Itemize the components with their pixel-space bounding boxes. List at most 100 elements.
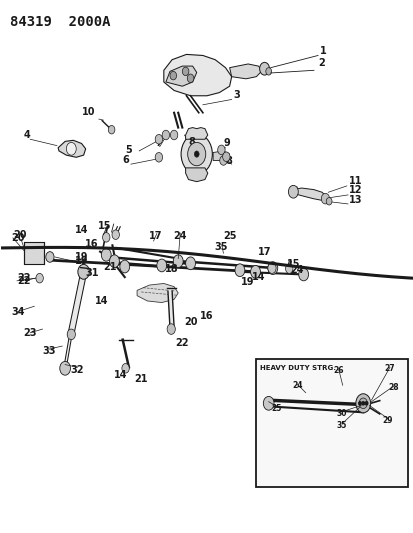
Text: 22: 22	[17, 273, 31, 283]
Text: 14: 14	[114, 370, 127, 380]
Text: 21: 21	[103, 262, 117, 271]
Circle shape	[194, 151, 199, 157]
Text: 8: 8	[188, 136, 195, 147]
Polygon shape	[185, 127, 207, 139]
Polygon shape	[164, 54, 231, 96]
Polygon shape	[58, 140, 85, 157]
Text: 26: 26	[332, 367, 343, 375]
Circle shape	[263, 397, 273, 410]
Circle shape	[285, 264, 292, 273]
Circle shape	[185, 257, 195, 270]
Text: 20: 20	[183, 317, 197, 327]
Circle shape	[67, 329, 75, 340]
Circle shape	[259, 62, 269, 75]
Text: 15: 15	[97, 221, 111, 231]
Text: 20: 20	[11, 233, 24, 244]
Circle shape	[235, 264, 244, 277]
Circle shape	[217, 145, 225, 155]
Circle shape	[267, 262, 277, 274]
Text: 12: 12	[348, 185, 361, 195]
Circle shape	[101, 248, 111, 261]
Text: 10: 10	[81, 107, 95, 117]
Text: 19: 19	[241, 277, 254, 287]
Text: 24: 24	[173, 231, 187, 241]
Circle shape	[267, 263, 275, 273]
Text: 15: 15	[286, 259, 299, 269]
Bar	[256, 359, 408, 487]
Circle shape	[180, 134, 212, 174]
Circle shape	[109, 255, 119, 268]
Text: 17: 17	[257, 247, 271, 257]
Text: 35: 35	[214, 243, 228, 253]
Polygon shape	[293, 188, 325, 200]
Text: 18: 18	[165, 264, 178, 273]
Circle shape	[358, 398, 366, 409]
Text: 2: 2	[317, 58, 324, 68]
Circle shape	[59, 361, 70, 375]
Text: HEAVY DUTY STRG.: HEAVY DUTY STRG.	[260, 365, 336, 370]
Text: 3: 3	[233, 90, 240, 100]
Text: 7: 7	[155, 138, 162, 148]
Bar	[24, 241, 44, 264]
Text: 22: 22	[175, 338, 189, 349]
Circle shape	[173, 255, 183, 268]
Circle shape	[170, 71, 176, 80]
Circle shape	[66, 142, 76, 155]
Text: 20: 20	[13, 230, 26, 240]
Circle shape	[119, 260, 129, 273]
Circle shape	[358, 402, 360, 405]
Circle shape	[250, 265, 260, 278]
Circle shape	[167, 324, 175, 334]
Circle shape	[361, 402, 363, 405]
Circle shape	[265, 68, 271, 75]
Circle shape	[157, 259, 166, 272]
Polygon shape	[229, 64, 262, 79]
Text: 1: 1	[319, 46, 326, 56]
Text: 11: 11	[348, 176, 361, 187]
Text: 25: 25	[222, 231, 236, 241]
Circle shape	[36, 273, 43, 283]
Circle shape	[112, 230, 119, 239]
Circle shape	[320, 193, 329, 204]
Circle shape	[187, 142, 205, 166]
Text: 13: 13	[348, 195, 361, 205]
Text: 14: 14	[75, 225, 88, 236]
Circle shape	[187, 74, 193, 83]
Circle shape	[219, 156, 227, 165]
Circle shape	[170, 130, 177, 140]
Polygon shape	[213, 151, 229, 160]
Text: 14: 14	[95, 296, 109, 306]
Circle shape	[325, 198, 331, 205]
Text: 84319  2000A: 84319 2000A	[9, 14, 110, 29]
Circle shape	[298, 268, 308, 281]
Text: 16: 16	[85, 239, 98, 249]
Circle shape	[102, 232, 110, 242]
Text: 17: 17	[149, 231, 162, 241]
Text: 32: 32	[71, 365, 84, 375]
Text: 24: 24	[292, 381, 302, 390]
Text: 33: 33	[42, 346, 55, 357]
Text: 25: 25	[271, 403, 281, 413]
Text: 9: 9	[223, 138, 230, 148]
Text: 27: 27	[384, 365, 394, 373]
Circle shape	[46, 252, 54, 262]
Text: 4: 4	[24, 130, 31, 140]
Text: 21: 21	[134, 374, 147, 384]
Circle shape	[182, 67, 188, 76]
Text: 28: 28	[388, 383, 399, 392]
Text: 19: 19	[75, 256, 88, 266]
Circle shape	[355, 394, 370, 413]
Text: 35: 35	[336, 421, 346, 430]
Text: 8: 8	[225, 156, 232, 166]
Circle shape	[364, 402, 367, 405]
Text: 34: 34	[11, 306, 24, 317]
Text: 6: 6	[122, 155, 129, 165]
Text: 16: 16	[200, 311, 213, 321]
Text: 31: 31	[85, 268, 98, 278]
Circle shape	[155, 152, 162, 162]
Polygon shape	[166, 66, 196, 86]
Text: 19: 19	[74, 252, 88, 262]
Circle shape	[108, 125, 115, 134]
Circle shape	[78, 264, 89, 279]
Text: 30: 30	[336, 409, 346, 418]
